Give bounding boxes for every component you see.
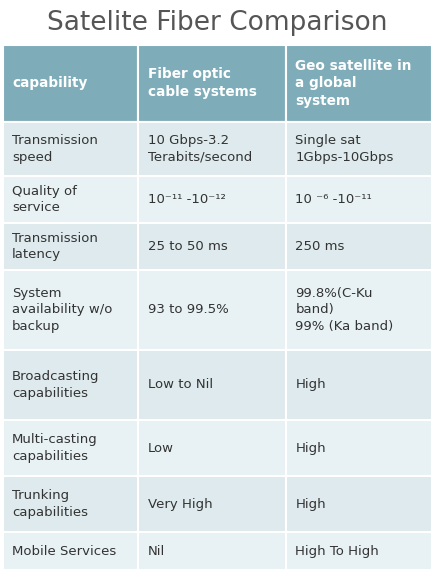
Text: 25 to 50 ms: 25 to 50 ms [147, 240, 227, 253]
Bar [138, 476, 286, 532]
Text: 10 ⁻⁶ -10⁻¹¹: 10 ⁻⁶ -10⁻¹¹ [295, 193, 372, 206]
Text: 10 Gbps-3.2
Terabits/second: 10 Gbps-3.2 Terabits/second [147, 134, 251, 164]
Bar [138, 350, 286, 420]
Text: Transmission
speed: Transmission speed [12, 134, 98, 164]
Text: High: High [295, 497, 326, 511]
Text: Multi-casting
capabilities: Multi-casting capabilities [12, 433, 98, 463]
Bar [3, 122, 138, 176]
Text: Mobile Services: Mobile Services [12, 544, 116, 558]
Text: Fiber optic
cable systems: Fiber optic cable systems [147, 68, 256, 99]
Bar [3, 420, 138, 476]
Bar [3, 223, 138, 270]
Text: capability: capability [12, 76, 87, 91]
Bar [286, 223, 431, 270]
Text: System
availability w/o
backup: System availability w/o backup [12, 286, 112, 333]
Bar [138, 532, 286, 570]
Bar [138, 45, 286, 122]
Bar [138, 420, 286, 476]
Bar [3, 350, 138, 420]
Bar [3, 176, 138, 223]
Text: Nil: Nil [147, 544, 164, 558]
Text: Low: Low [147, 442, 173, 454]
Bar [138, 176, 286, 223]
Bar [286, 270, 431, 350]
Text: High To High: High To High [295, 544, 378, 558]
Text: Transmission
latency: Transmission latency [12, 231, 98, 261]
Bar [138, 122, 286, 176]
Bar [3, 45, 138, 122]
Text: 99.8%(C-Ku
band)
99% (Ka band): 99.8%(C-Ku band) 99% (Ka band) [295, 286, 393, 333]
Bar [3, 270, 138, 350]
Text: Quality of
service: Quality of service [12, 185, 77, 214]
Text: Broadcasting
capabilities: Broadcasting capabilities [12, 370, 99, 399]
Bar [286, 45, 431, 122]
Bar [3, 476, 138, 532]
Text: Single sat
1Gbps-10Gbps: Single sat 1Gbps-10Gbps [295, 134, 393, 164]
Bar [138, 270, 286, 350]
Text: 93 to 99.5%: 93 to 99.5% [147, 303, 228, 316]
Bar [138, 223, 286, 270]
Bar [286, 420, 431, 476]
Text: High: High [295, 442, 326, 454]
Text: High: High [295, 378, 326, 391]
Bar [3, 532, 138, 570]
Bar [286, 176, 431, 223]
Bar [286, 122, 431, 176]
Text: Very High: Very High [147, 497, 212, 511]
Text: Geo satellite in
a global
system: Geo satellite in a global system [295, 58, 411, 108]
Text: Trunking
capabilities: Trunking capabilities [12, 489, 88, 519]
Bar [286, 350, 431, 420]
Text: Satelite Fiber Comparison: Satelite Fiber Comparison [47, 10, 387, 36]
Bar [286, 532, 431, 570]
Bar [286, 476, 431, 532]
Text: 10⁻¹¹ -10⁻¹²: 10⁻¹¹ -10⁻¹² [147, 193, 225, 206]
Text: Low to Nil: Low to Nil [147, 378, 212, 391]
Text: 250 ms: 250 ms [295, 240, 344, 253]
